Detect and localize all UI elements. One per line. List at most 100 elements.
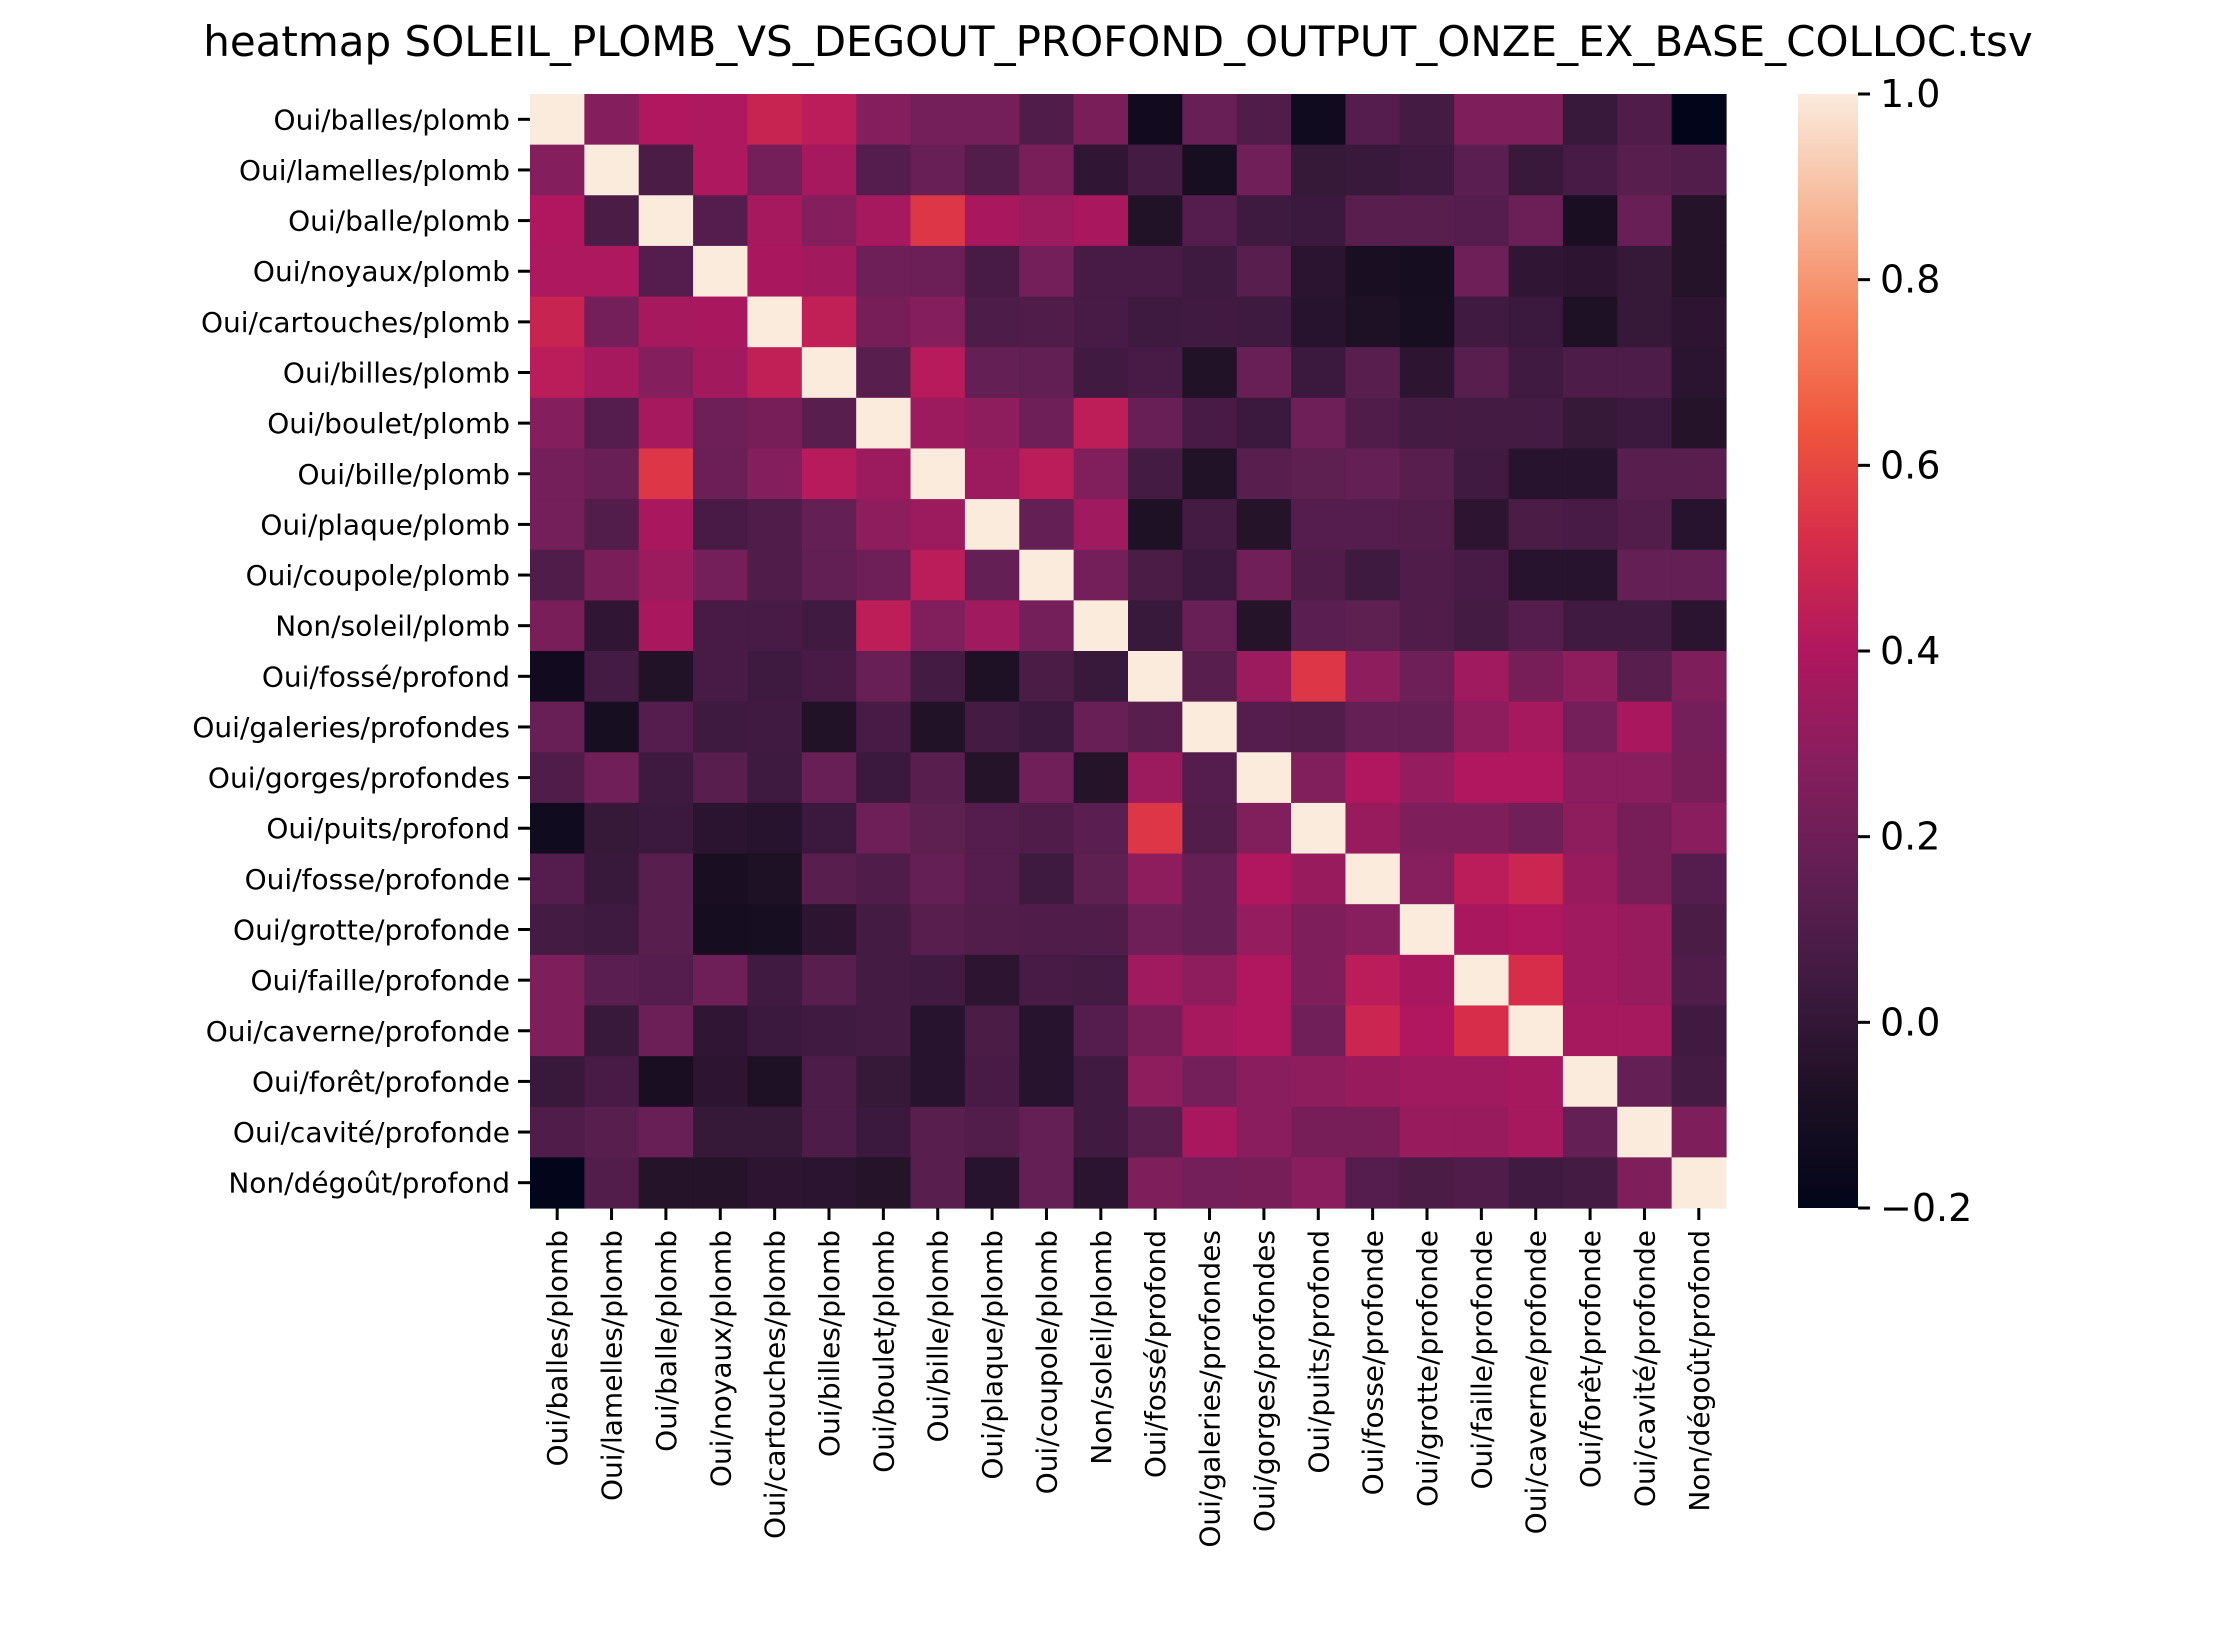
heatmap-cell	[693, 1157, 749, 1209]
x-tick-label: Oui/forêt/profonde	[1574, 1230, 1607, 1488]
heatmap-cell	[801, 752, 857, 804]
x-tick-label: Oui/gorges/profondes	[1248, 1230, 1281, 1532]
colorbar-tick-label: −0.2	[1880, 1186, 1972, 1230]
heatmap-cell	[530, 600, 585, 652]
heatmap-cell	[856, 1005, 912, 1057]
heatmap-cell	[1128, 701, 1183, 753]
heatmap-cell	[1291, 195, 1347, 247]
heatmap-cell	[1671, 1157, 1727, 1209]
heatmap-cell	[530, 144, 585, 196]
x-tick-label: Oui/billes/plomb	[813, 1230, 846, 1457]
heatmap-cell	[747, 1056, 803, 1108]
heatmap-cell	[1399, 752, 1455, 804]
heatmap-cell	[1671, 701, 1727, 753]
heatmap-cell	[693, 245, 749, 298]
heatmap-cell	[1019, 448, 1075, 500]
heatmap-cell	[1562, 397, 1618, 450]
heatmap-cell	[1182, 549, 1238, 601]
heatmap-cell	[1562, 651, 1618, 703]
heatmap-cell	[1128, 448, 1183, 500]
heatmap-cell	[1345, 853, 1401, 905]
heatmap-cell	[530, 1005, 585, 1057]
heatmap-cell	[1562, 954, 1618, 1007]
x-tick-label: Oui/faille/profonde	[1465, 1230, 1498, 1490]
heatmap-cell	[584, 1056, 640, 1108]
heatmap-cell	[1454, 144, 1510, 196]
heatmap-cell	[1291, 802, 1347, 855]
heatmap-cell	[856, 853, 912, 905]
heatmap-cell	[1073, 1056, 1129, 1108]
heatmap-cell	[1291, 448, 1347, 500]
heatmap-cell	[1345, 94, 1401, 146]
heatmap-cell	[638, 752, 694, 804]
heatmap-cell	[1617, 1106, 1673, 1158]
heatmap-cell	[1617, 144, 1673, 196]
heatmap-cell	[1508, 347, 1564, 399]
y-tick-label: Oui/balles/plomb	[274, 103, 510, 136]
heatmap-cell	[638, 954, 694, 1007]
heatmap-cell	[1182, 195, 1238, 247]
heatmap-cell	[910, 195, 966, 247]
heatmap-cell	[1671, 600, 1727, 652]
heatmap-cell	[638, 1106, 694, 1158]
heatmap-cell	[747, 448, 803, 500]
heatmap-cell	[801, 1157, 857, 1209]
heatmap-cell	[1454, 600, 1510, 652]
heatmap-cell	[1454, 954, 1510, 1007]
heatmap-cell	[1671, 499, 1727, 551]
heatmap-cell	[1182, 144, 1238, 196]
x-tick-label: Non/soleil/plomb	[1085, 1230, 1118, 1465]
heatmap-cell	[910, 1056, 966, 1108]
heatmap-cell	[693, 701, 749, 753]
heatmap-cell	[1128, 1157, 1183, 1209]
heatmap-cell	[1182, 1005, 1238, 1057]
heatmap-cell	[638, 1005, 694, 1057]
heatmap-cell	[964, 904, 1020, 956]
heatmap-cell	[801, 954, 857, 1007]
heatmap-cell	[1508, 1056, 1564, 1108]
heatmap-cell	[530, 448, 585, 500]
heatmap-cell	[1399, 600, 1455, 652]
heatmap-cell	[1454, 1005, 1510, 1057]
heatmap-cell	[1399, 448, 1455, 500]
y-tick-label: Oui/grotte/profonde	[233, 914, 510, 947]
x-tick-label: Oui/fosse/profonde	[1357, 1230, 1390, 1495]
heatmap-cell	[1617, 600, 1673, 652]
heatmap-cell	[530, 701, 585, 753]
y-tick-label: Oui/plaque/plomb	[260, 508, 510, 541]
heatmap-cell	[1019, 904, 1075, 956]
heatmap-cell	[1182, 397, 1238, 450]
colorbar-ticks: 1.0 0.8 0.6 0.4 0.2 0.0 −0.2	[1858, 72, 1972, 1230]
heatmap-cell	[801, 549, 857, 601]
heatmap-cell	[1671, 245, 1727, 298]
heatmap-cell	[1128, 1056, 1183, 1108]
heatmap-cell	[856, 1157, 912, 1209]
heatmap-cell	[1454, 904, 1510, 956]
heatmap-cell	[1128, 651, 1183, 703]
heatmap-cell	[856, 245, 912, 298]
heatmap-cell	[910, 347, 966, 399]
heatmap-cell	[1671, 195, 1727, 247]
heatmap-cell	[801, 853, 857, 905]
heatmap-cell	[638, 904, 694, 956]
heatmap-cell	[1236, 600, 1292, 652]
heatmap-cell	[801, 195, 857, 247]
heatmap-cell	[693, 853, 749, 905]
heatmap-cell	[1291, 954, 1347, 1007]
heatmap-cell	[801, 1005, 857, 1057]
heatmap-cell	[1291, 296, 1347, 348]
heatmap-cell	[693, 600, 749, 652]
heatmap-cell	[1562, 1157, 1618, 1209]
heatmap-cell	[693, 296, 749, 348]
heatmap-cell	[530, 802, 585, 855]
y-tick-label: Oui/faille/profonde	[250, 964, 510, 997]
heatmap-cell	[1073, 347, 1129, 399]
heatmap-cell	[964, 853, 1020, 905]
heatmap-cell	[1454, 853, 1510, 905]
x-tick-label: Oui/cartouches/plomb	[759, 1230, 792, 1539]
heatmap-cell	[1182, 600, 1238, 652]
heatmap-cell	[1617, 195, 1673, 247]
heatmap-cell	[693, 397, 749, 450]
heatmap-cell	[530, 651, 585, 703]
heatmap-cell	[1562, 802, 1618, 855]
